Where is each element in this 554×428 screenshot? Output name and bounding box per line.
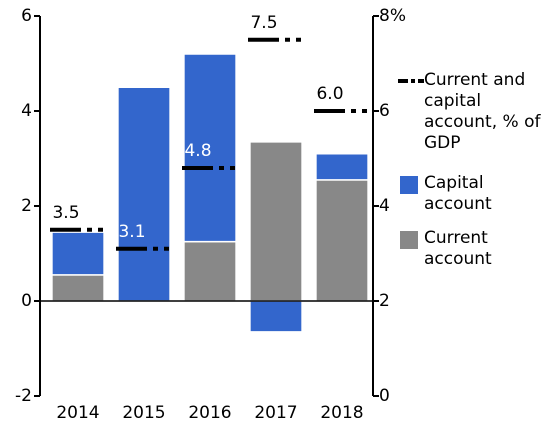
legend-label: Capital account [424,173,492,214]
data-label: 3.5 [52,203,79,223]
legend-swatch [400,176,418,194]
y2-tick-label: 2 [379,291,390,311]
bar [51,274,105,302]
bar [183,53,237,243]
data-label: 4.8 [184,141,211,161]
x-tick-label: 2015 [122,403,165,423]
bar [51,231,105,276]
data-label: 3.1 [118,222,145,242]
legend-label: Current and capital account, % of GDP [424,70,541,153]
bar [117,86,171,302]
legend-swatch [400,231,418,249]
legend-label: Current account [424,228,492,269]
y-tick-label: 0 [21,291,32,311]
y2-tick-label: 4 [379,196,390,216]
x-tick-label: 2016 [188,403,231,423]
y-tick-label: 2 [21,196,32,216]
bar [249,141,303,302]
y2-tick-label: 6 [379,101,390,121]
x-tick-label: 2018 [320,403,363,423]
data-label: 7.5 [250,13,277,33]
y-tick-label: 6 [21,6,32,26]
y2-tick-label: 8% [379,6,406,26]
x-tick-label: 2014 [56,403,99,423]
bar [315,153,369,181]
x-tick-label: 2017 [254,403,297,423]
bar [249,300,303,333]
y-tick-label: -2 [15,386,32,406]
y-tick-label: 4 [21,101,32,121]
y2-tick-label: 0 [379,386,390,406]
bar [183,240,237,302]
bar [315,179,369,302]
data-label: 6.0 [316,84,343,104]
